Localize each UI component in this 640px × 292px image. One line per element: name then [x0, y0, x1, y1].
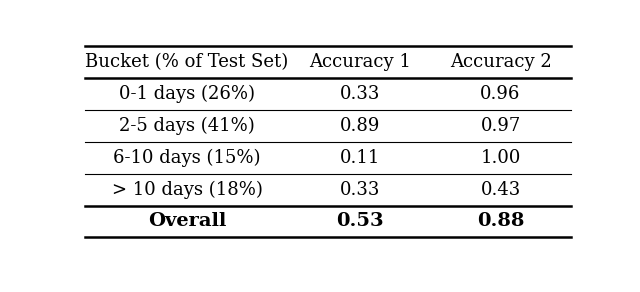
Text: 2-5 days (41%): 2-5 days (41%) [119, 117, 255, 135]
Text: 0.53: 0.53 [336, 213, 383, 230]
Text: Accuracy 1: Accuracy 1 [308, 53, 410, 71]
Text: Overall: Overall [148, 213, 226, 230]
Text: 0.33: 0.33 [339, 85, 380, 103]
Text: 0.43: 0.43 [481, 181, 521, 199]
Text: 0.96: 0.96 [481, 85, 521, 103]
Text: 0.89: 0.89 [339, 117, 380, 135]
Text: 6-10 days (15%): 6-10 days (15%) [113, 149, 260, 167]
Text: Bucket (% of Test Set): Bucket (% of Test Set) [85, 53, 289, 71]
Text: Accuracy 2: Accuracy 2 [450, 53, 552, 71]
Text: 0.97: 0.97 [481, 117, 521, 135]
Text: 0.11: 0.11 [339, 149, 380, 167]
Text: 0.33: 0.33 [339, 181, 380, 199]
Text: 1.00: 1.00 [481, 149, 521, 167]
Text: 0-1 days (26%): 0-1 days (26%) [119, 85, 255, 103]
Text: 0.88: 0.88 [477, 213, 524, 230]
Text: > 10 days (18%): > 10 days (18%) [111, 180, 262, 199]
